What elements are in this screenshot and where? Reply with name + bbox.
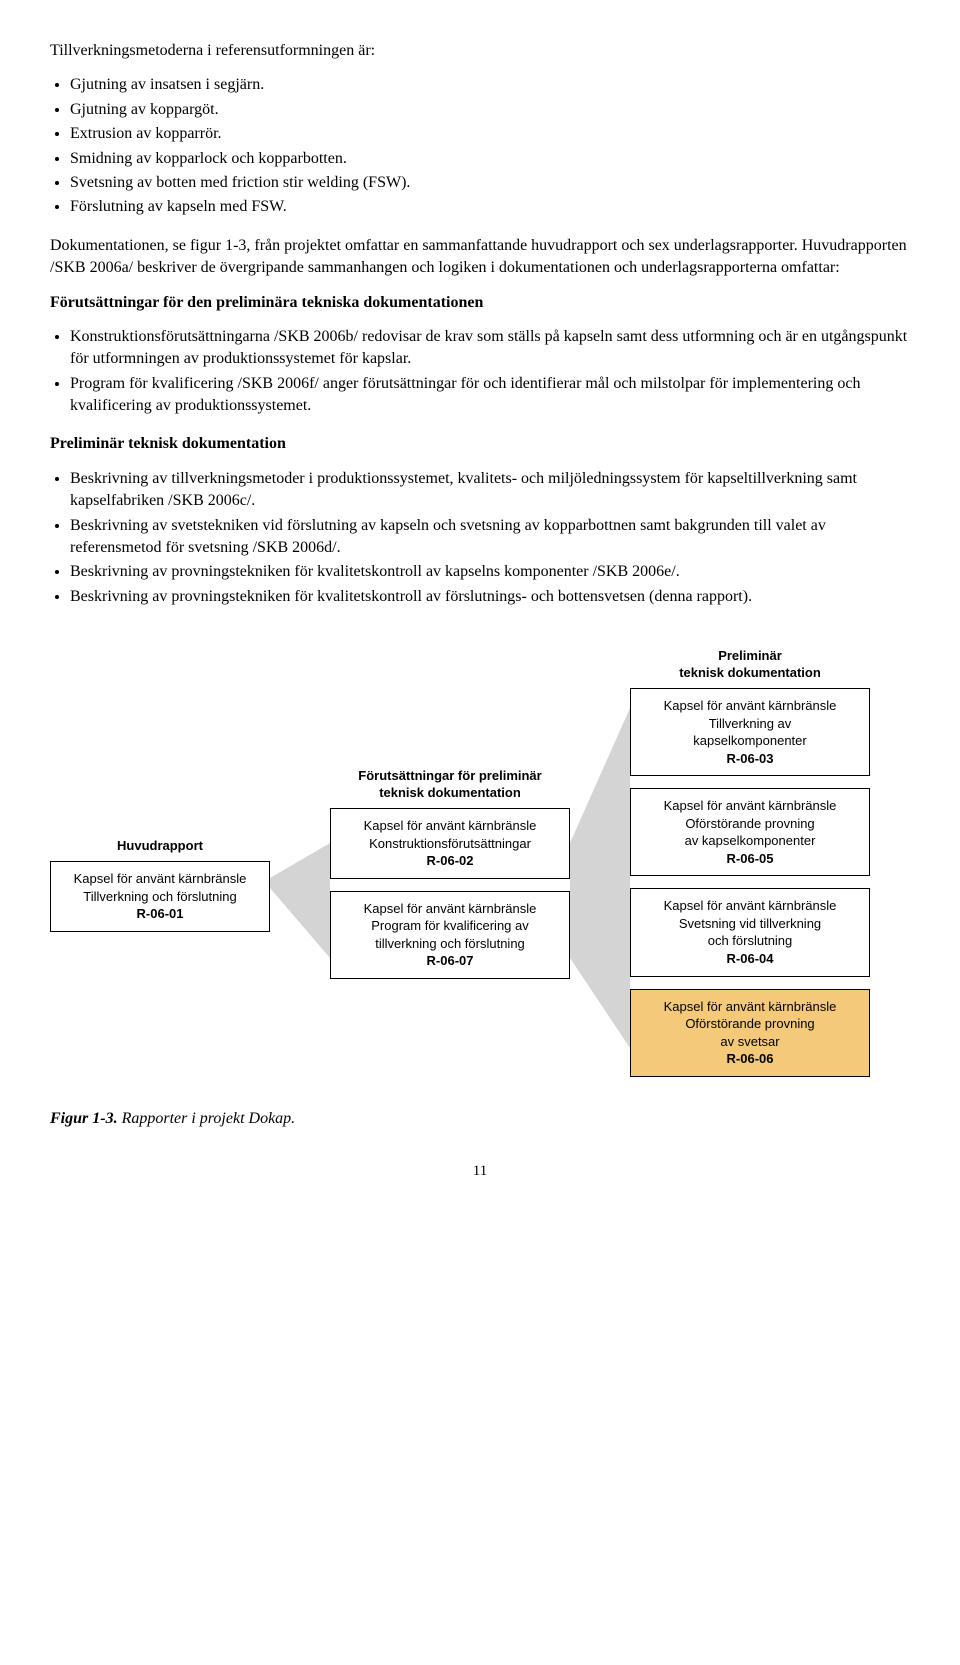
box-code: R-06-06 bbox=[727, 1051, 774, 1066]
list-item: Program för kvalificering /SKB 2006f/ an… bbox=[70, 373, 910, 418]
box-code: R-06-02 bbox=[427, 853, 474, 868]
list-item: Smidning av kopparlock och kopparbotten. bbox=[70, 148, 910, 170]
box-line: Kapsel för använt kärnbränsle bbox=[664, 898, 837, 913]
box-line: kapselkomponenter bbox=[693, 733, 806, 748]
list-item: Beskrivning av provningstekniken för kva… bbox=[70, 561, 910, 583]
list-item: Beskrivning av provningstekniken för kva… bbox=[70, 586, 910, 608]
list-item: Konstruktionsförutsättningarna /SKB 2006… bbox=[70, 326, 910, 371]
section-heading: Preliminär teknisk dokumentation bbox=[50, 433, 910, 455]
box-line: av svetsar bbox=[720, 1034, 779, 1049]
list-item: Beskrivning av svetstekniken vid förslut… bbox=[70, 515, 910, 560]
list-item: Beskrivning av tillverkningsmetoder i pr… bbox=[70, 468, 910, 513]
box-code: R-06-05 bbox=[727, 851, 774, 866]
figure-number: Figur 1-3. bbox=[50, 1110, 118, 1127]
box-line: tillverkning och förslutning bbox=[375, 936, 525, 951]
figure-diagram: Huvudrapport Kapsel för använt kärnbräns… bbox=[50, 648, 910, 1088]
col-header-left: Huvudrapport bbox=[50, 838, 270, 855]
diagram-col-left: Huvudrapport Kapsel för använt kärnbräns… bbox=[50, 838, 270, 944]
box-code: R-06-04 bbox=[727, 951, 774, 966]
page-number: 11 bbox=[50, 1161, 910, 1182]
box-line: av kapselkomponenter bbox=[685, 833, 816, 848]
box-r0607: Kapsel för använt kärnbränsle Program fö… bbox=[330, 891, 570, 979]
box-line: Kapsel för använt kärnbränsle bbox=[364, 818, 537, 833]
box-r0604: Kapsel för använt kärnbränsle Svetsning … bbox=[630, 888, 870, 976]
list-item: Förslutning av kapseln med FSW. bbox=[70, 196, 910, 218]
box-code: R-06-01 bbox=[137, 906, 184, 921]
box-line: Konstruktionsförutsättningar bbox=[369, 836, 531, 851]
list-item: Svetsning av botten med friction stir we… bbox=[70, 172, 910, 194]
box-line: Oförstörande provning bbox=[685, 1016, 814, 1031]
paragraph-doc: Dokumentationen, se figur 1-3, från proj… bbox=[50, 235, 910, 280]
box-line: Tillverkning av bbox=[709, 716, 792, 731]
box-line: Kapsel för använt kärnbränsle bbox=[364, 901, 537, 916]
box-line: Kapsel för använt kärnbränsle bbox=[664, 798, 837, 813]
box-line: Kapsel för använt kärnbränsle bbox=[74, 871, 247, 886]
diagram-col-mid: Förutsättningar för preliminär teknisk d… bbox=[330, 768, 570, 991]
box-r0605: Kapsel för använt kärnbränsle Oförstöran… bbox=[630, 788, 870, 876]
box-line: Kapsel för använt kärnbränsle bbox=[664, 999, 837, 1014]
section-heading: Förutsättningar för den preliminära tekn… bbox=[50, 292, 910, 314]
diagram-col-right: Preliminär teknisk dokumentation Kapsel … bbox=[630, 648, 870, 1089]
box-line: Program för kvalificering av bbox=[371, 918, 529, 933]
figure-caption-text: Rapporter i projekt Dokap. bbox=[118, 1110, 296, 1127]
box-r0603: Kapsel för använt kärnbränsle Tillverkni… bbox=[630, 688, 870, 776]
list-item: Extrusion av kopparrör. bbox=[70, 123, 910, 145]
box-r0601: Kapsel för använt kärnbränsle Tillverkni… bbox=[50, 861, 270, 932]
section2-list: Beskrivning av tillverkningsmetoder i pr… bbox=[50, 468, 910, 608]
box-line: Oförstörande provning bbox=[685, 816, 814, 831]
intro-text: Tillverkningsmetoderna i referensutformn… bbox=[50, 40, 910, 62]
box-code: R-06-07 bbox=[427, 953, 474, 968]
list-item: Gjutning av insatsen i segjärn. bbox=[70, 74, 910, 96]
box-line: Svetsning vid tillverkning bbox=[679, 916, 821, 931]
box-r0602: Kapsel för använt kärnbränsle Konstrukti… bbox=[330, 808, 570, 879]
box-r0606-highlight: Kapsel för använt kärnbränsle Oförstöran… bbox=[630, 989, 870, 1077]
box-line: Kapsel för använt kärnbränsle bbox=[664, 698, 837, 713]
list-item: Gjutning av koppargöt. bbox=[70, 99, 910, 121]
section1-list: Konstruktionsförutsättningarna /SKB 2006… bbox=[50, 326, 910, 418]
box-line: och förslutning bbox=[708, 933, 793, 948]
box-line: Tillverkning och förslutning bbox=[83, 889, 236, 904]
col-header-right: Preliminär teknisk dokumentation bbox=[630, 648, 870, 682]
figure-caption: Figur 1-3. Rapporter i projekt Dokap. bbox=[50, 1108, 910, 1130]
col-header-mid: Förutsättningar för preliminär teknisk d… bbox=[330, 768, 570, 802]
methods-list: Gjutning av insatsen i segjärn. Gjutning… bbox=[50, 74, 910, 218]
box-code: R-06-03 bbox=[727, 751, 774, 766]
